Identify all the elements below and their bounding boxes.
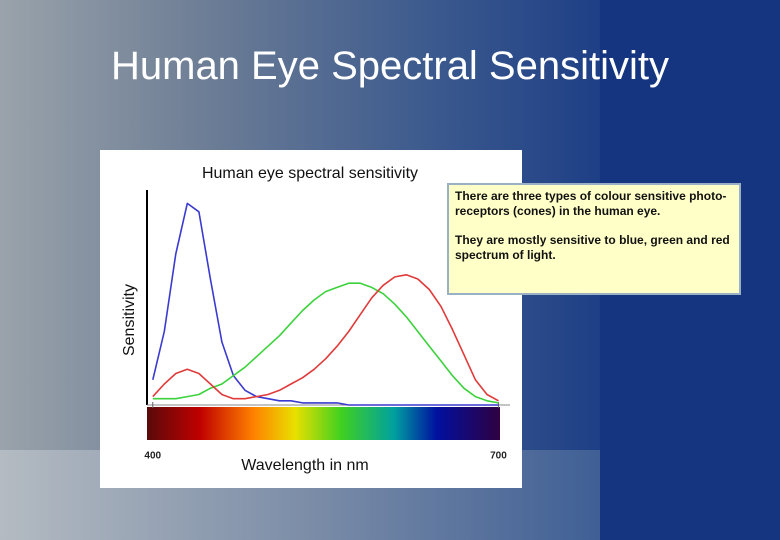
- y-axis-label: Sensitivity: [121, 284, 138, 356]
- x-tick-label: 400: [144, 451, 161, 462]
- series-line: [152, 282, 499, 404]
- note-text: They are mostly sensitive to blue, green…: [455, 233, 730, 262]
- spectrum-bar: [147, 407, 500, 440]
- x-tick-label: 700: [490, 451, 507, 462]
- note-text: There are three types of colour sensitiv…: [455, 189, 727, 218]
- series-line: [152, 202, 499, 406]
- x-axis-label: Wavelength in nm: [241, 457, 368, 474]
- chart-title: Human eye spectral sensitivity: [202, 165, 418, 182]
- slide-title: Human Eye Spectral Sensitivity: [110, 44, 669, 88]
- note-box: There are three types of colour sensitiv…: [447, 183, 741, 295]
- series-line: [152, 274, 499, 402]
